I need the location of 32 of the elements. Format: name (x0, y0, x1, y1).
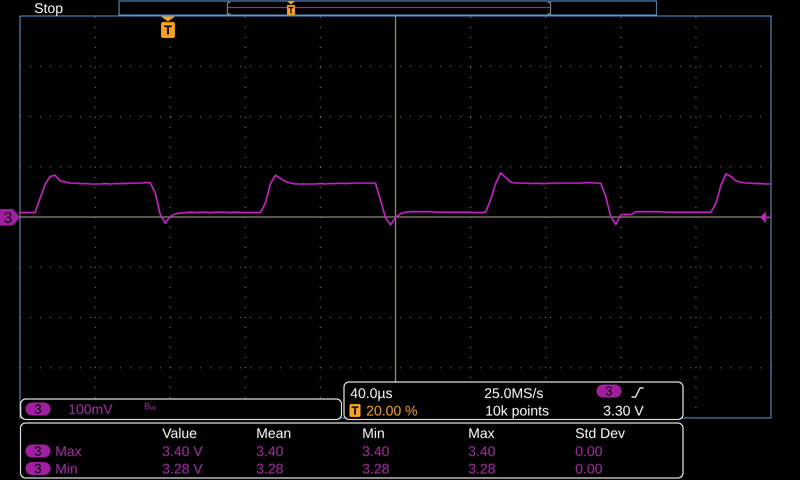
text: Stop (34, 3, 62, 16)
text: Value (162, 428, 196, 438)
text: 3.40 (468, 446, 495, 456)
text: 3 (4, 212, 12, 223)
text: 3 (34, 464, 42, 474)
text: T (351, 406, 359, 415)
text: 20.00 % (366, 406, 418, 416)
text: 100mV (69, 404, 112, 414)
text: 3 (34, 404, 42, 414)
text: 3.40 (362, 446, 389, 456)
text: 0.00 (576, 464, 602, 474)
text: B$_{W}$ (144, 402, 156, 410)
text: 3.40 V (162, 446, 203, 456)
text: 3.28 V (162, 464, 203, 474)
text: Max (469, 428, 494, 438)
text: 3.28 (468, 464, 495, 474)
text: 3.28 (256, 464, 283, 474)
text: 25.0MS/s (484, 388, 543, 398)
text: 3.28 (362, 464, 389, 474)
text: 3 (606, 386, 612, 396)
text: 10k points (486, 405, 549, 418)
text: 0.00 (576, 446, 602, 456)
text: Min (363, 428, 384, 438)
text: T (164, 26, 172, 34)
text: Std Dev (576, 428, 625, 438)
text: 3.40 (256, 446, 283, 456)
text: Min (56, 463, 77, 474)
text: Max (56, 446, 82, 456)
text: 3.30 V (604, 406, 644, 416)
text: 3 (34, 446, 42, 456)
text: 40.0µs (350, 388, 392, 401)
text: Mean (257, 428, 290, 438)
